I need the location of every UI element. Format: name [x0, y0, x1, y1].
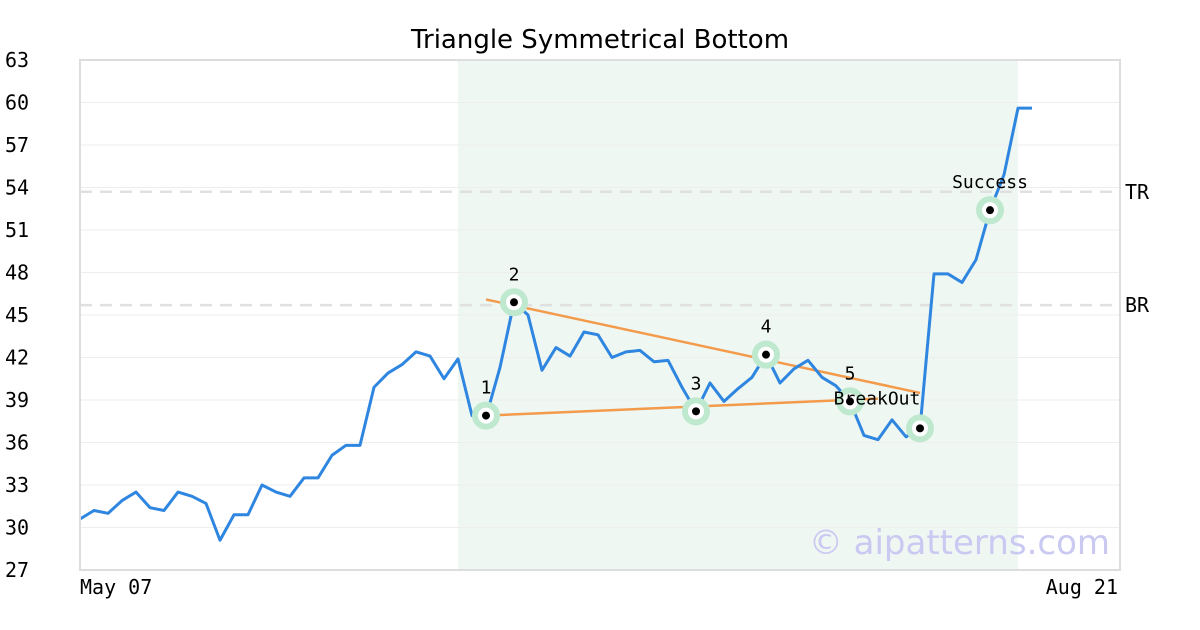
marker-label-1: 1 — [481, 378, 492, 399]
y-tick-label: 60 — [5, 91, 29, 115]
level-label-tr: TR — [1125, 180, 1150, 204]
y-tick-label: 54 — [5, 176, 29, 200]
y-tick-label: 30 — [5, 516, 29, 540]
price-series-line — [79, 106, 1032, 542]
y-tick-label: 51 — [5, 218, 29, 242]
level-lines: TR BR — [80, 180, 1150, 317]
y-tick-label: 33 — [5, 473, 29, 497]
marker-label-2: 2 — [509, 264, 520, 285]
marker-dot-3 — [692, 407, 700, 416]
y-tick-label: 63 — [5, 48, 29, 72]
marker-dot-1 — [482, 411, 490, 420]
marker-dot-success — [986, 206, 994, 215]
watermark: © aipatterns.com — [809, 523, 1110, 563]
marker-label-success: Success — [952, 172, 1028, 193]
y-tick-label: 27 — [5, 558, 29, 582]
level-label-br: BR — [1125, 293, 1150, 317]
trend-line-lower — [485, 397, 879, 417]
y-tick-label: 45 — [5, 303, 29, 327]
x-tick-label-end: Aug 21 — [1046, 575, 1118, 599]
trend-lines — [485, 298, 921, 417]
y-tick-label: 42 — [5, 346, 29, 370]
y-tick-label: 48 — [5, 261, 29, 285]
marker-label-3: 3 — [691, 373, 702, 394]
marker-label-4: 4 — [761, 317, 772, 338]
pattern-markers: 1 2 3 4 5 BreakOut Success — [472, 172, 1028, 443]
marker-dot-2 — [510, 298, 518, 307]
trend-line-upper — [485, 298, 921, 395]
marker-label-5: 5 — [845, 363, 856, 384]
y-axis-ticks: 27 30 33 36 39 42 45 48 51 54 57 60 63 — [5, 48, 29, 582]
marker-label-breakout: BreakOut — [834, 388, 921, 409]
chart-title: Triangle Symmetrical Bottom — [410, 25, 789, 55]
marker-dot-5 — [846, 397, 854, 406]
y-tick-label: 39 — [5, 388, 29, 412]
x-tick-label-start: May 07 — [80, 575, 152, 599]
plot-frame — [79, 59, 1121, 571]
marker-dot-breakout — [916, 424, 924, 433]
y-tick-label: 36 — [5, 431, 29, 455]
marker-dot-4 — [762, 350, 770, 359]
y-tick-label: 57 — [5, 133, 29, 157]
